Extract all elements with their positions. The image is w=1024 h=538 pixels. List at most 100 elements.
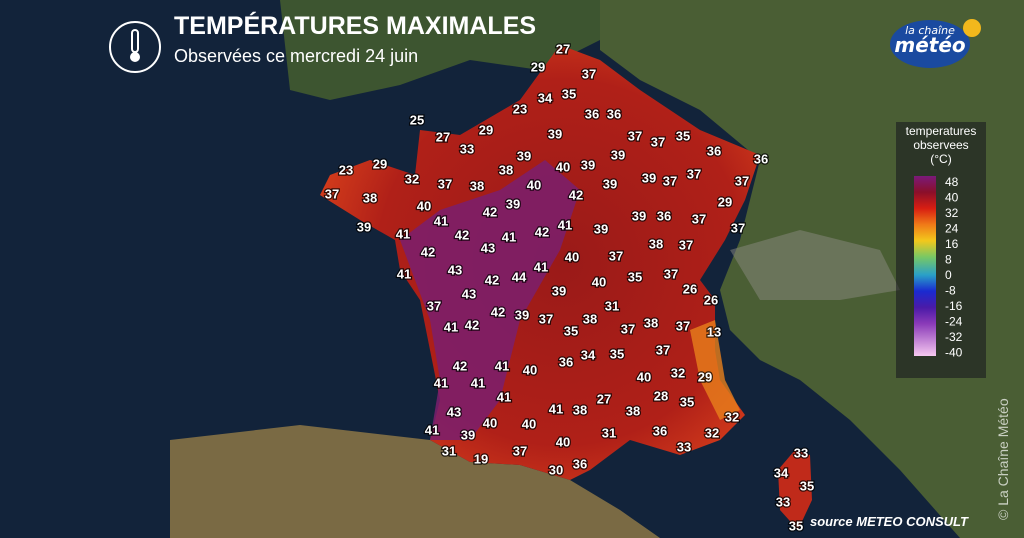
- station-temperature: 37: [628, 128, 642, 143]
- station-temperature: 41: [434, 213, 448, 228]
- station-temperature: 36: [585, 106, 599, 121]
- logo-line1: la chaîne: [905, 24, 955, 37]
- legend-title: observees: [913, 138, 968, 152]
- station-temperature: 37: [676, 318, 690, 333]
- station-temperature: 37: [582, 66, 596, 81]
- station-temperature: 40: [556, 159, 570, 174]
- station-temperature: 31: [605, 298, 619, 313]
- legend-title: (°C): [930, 152, 951, 166]
- legend-title: temperatures: [906, 124, 977, 138]
- station-temperature: 36: [657, 208, 671, 223]
- legend-tick-label: 40: [945, 191, 959, 205]
- station-temperature: 36: [607, 106, 621, 121]
- station-temperature: 37: [735, 173, 749, 188]
- station-temperature: 41: [444, 319, 458, 334]
- station-temperature: 32: [671, 365, 685, 380]
- alps-zone: [690, 320, 740, 420]
- station-temperature: 33: [794, 445, 808, 460]
- station-temperature: 33: [460, 141, 474, 156]
- station-temperature: 26: [683, 281, 697, 296]
- station-temperature: 32: [405, 171, 419, 186]
- station-temperature: 38: [470, 178, 484, 193]
- england: [280, 0, 620, 100]
- spain: [170, 425, 660, 538]
- legend-tick-label: 24: [945, 222, 959, 236]
- alps: [730, 230, 900, 300]
- station-temperature: 37: [513, 443, 527, 458]
- station-temperature: 36: [754, 151, 768, 166]
- station-temperature: 37: [438, 176, 452, 191]
- station-temperature: 40: [592, 274, 606, 289]
- station-temperature: 40: [483, 415, 497, 430]
- station-temperature: 37: [609, 248, 623, 263]
- station-temperature: 39: [548, 126, 562, 141]
- station-temperature: 37: [679, 237, 693, 252]
- station-temperature: 37: [687, 166, 701, 181]
- station-temperature: 30: [549, 462, 563, 477]
- station-temperature: 35: [680, 394, 694, 409]
- station-temperature: 42: [453, 358, 467, 373]
- legend-tick-label: 32: [945, 206, 959, 220]
- subtitle: Observées ce mercredi 24 juin: [174, 46, 418, 66]
- station-temperature: 39: [632, 208, 646, 223]
- station-temperature: 39: [515, 307, 529, 322]
- corsica: [778, 450, 812, 530]
- station-temperature: 29: [531, 59, 545, 74]
- station-temperature: 38: [499, 162, 513, 177]
- station-temperature: 39: [581, 157, 595, 172]
- legend-panel: [896, 122, 986, 378]
- station-temperature: 37: [664, 266, 678, 281]
- station-temperature: 19: [474, 451, 488, 466]
- station-temperature: 37: [539, 311, 553, 326]
- legend-tick-label: -8: [945, 284, 956, 298]
- station-temperature: 37: [656, 342, 670, 357]
- station-temperature: 35: [800, 478, 814, 493]
- station-temperature: 29: [698, 369, 712, 384]
- station-temperature: 35: [789, 518, 803, 533]
- logo: la chaîne météo: [890, 19, 981, 68]
- station-temperature: 42: [569, 187, 583, 202]
- station-temperature: 39: [552, 283, 566, 298]
- station-temperature: 39: [461, 427, 475, 442]
- station-temperature: 40: [523, 362, 537, 377]
- station-temperature: 33: [677, 439, 691, 454]
- station-temperature: 42: [421, 244, 435, 259]
- station-temperature: 23: [513, 101, 527, 116]
- station-temperature: 36: [653, 423, 667, 438]
- station-temperature: 40: [637, 369, 651, 384]
- thermometer-bulb: [130, 52, 140, 62]
- station-temperature: 41: [434, 375, 448, 390]
- station-temperature: 42: [455, 227, 469, 242]
- title-block: TEMPÉRATURES MAXIMALES Observées ce merc…: [109, 11, 536, 73]
- station-temperature: 37: [325, 186, 339, 201]
- station-temperature: 27: [436, 129, 450, 144]
- station-temperature: 39: [594, 221, 608, 236]
- station-temperature: 34: [774, 465, 789, 480]
- station-temperature: 43: [448, 262, 462, 277]
- legend-tick-label: -16: [945, 299, 963, 313]
- station-temperature: 33: [776, 494, 790, 509]
- station-temperature: 41: [495, 358, 509, 373]
- source: source METEO CONSULT: [810, 514, 969, 529]
- station-temperature: 41: [549, 401, 563, 416]
- station-temperature: 41: [558, 217, 572, 232]
- station-temperature: 37: [651, 134, 665, 149]
- station-temperature: 42: [483, 204, 497, 219]
- station-temperature: 13: [707, 324, 721, 339]
- station-temperature: 42: [485, 272, 499, 287]
- legend-tick-label: 8: [945, 253, 952, 267]
- station-temperature: 35: [610, 346, 624, 361]
- station-temperature: 41: [534, 259, 548, 274]
- color-scale: [914, 176, 936, 356]
- station-temperature: 39: [642, 170, 656, 185]
- station-temperature: 35: [564, 323, 578, 338]
- legend-tick-label: 0: [945, 268, 952, 282]
- station-temperature: 39: [603, 176, 617, 191]
- station-temperature: 29: [718, 194, 732, 209]
- station-temperature: 26: [704, 292, 718, 307]
- station-temperature: 40: [556, 434, 570, 449]
- station-temperature: 41: [471, 375, 485, 390]
- station-temperature: 35: [628, 269, 642, 284]
- station-temperature: 34: [538, 90, 553, 105]
